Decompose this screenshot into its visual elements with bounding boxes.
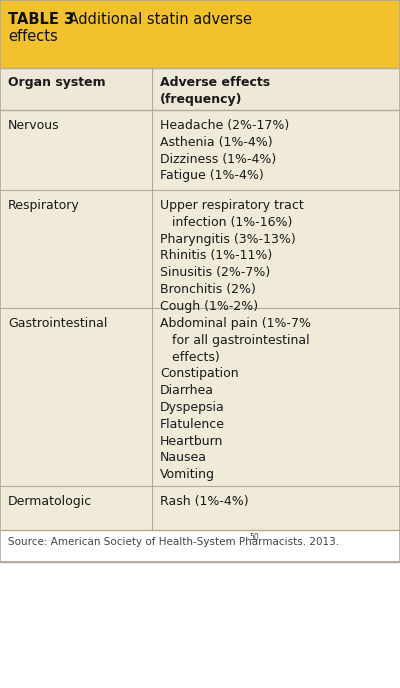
Text: Respiratory: Respiratory — [8, 199, 80, 212]
Bar — [0, 68, 400, 110]
Text: Headache (2%-17%)
Asthenia (1%-4%)
Dizziness (1%-4%)
Fatigue (1%-4%): Headache (2%-17%) Asthenia (1%-4%) Dizzi… — [160, 119, 289, 182]
Text: Gastrointestinal: Gastrointestinal — [8, 317, 107, 330]
Text: Rash (1%-4%): Rash (1%-4%) — [160, 495, 249, 508]
Text: Upper respiratory tract
   infection (1%-16%)
Pharyngitis (3%-13%)
Rhinitis (1%-: Upper respiratory tract infection (1%-16… — [160, 199, 304, 313]
Bar — [0, 308, 400, 486]
Bar — [0, 0, 400, 68]
Bar — [0, 486, 400, 530]
Text: Source: American Society of Health-System Pharmacists. 2013.: Source: American Society of Health-Syste… — [8, 537, 339, 547]
Text: Adverse effects
(frequency): Adverse effects (frequency) — [160, 76, 270, 105]
Bar — [0, 530, 400, 562]
Bar — [0, 190, 400, 308]
Text: Organ system: Organ system — [8, 76, 106, 89]
Text: Dermatologic: Dermatologic — [8, 495, 92, 508]
Text: Abdominal pain (1%-7%
   for all gastrointestinal
   effects)
Constipation
Diarr: Abdominal pain (1%-7% for all gastrointe… — [160, 317, 311, 481]
Text: TABLE 3: TABLE 3 — [8, 12, 74, 27]
Text: Nervous: Nervous — [8, 119, 60, 132]
Text: 50: 50 — [249, 533, 259, 542]
Text: Additional statin adverse: Additional statin adverse — [64, 12, 252, 27]
Bar — [0, 110, 400, 190]
Text: effects: effects — [8, 29, 58, 44]
